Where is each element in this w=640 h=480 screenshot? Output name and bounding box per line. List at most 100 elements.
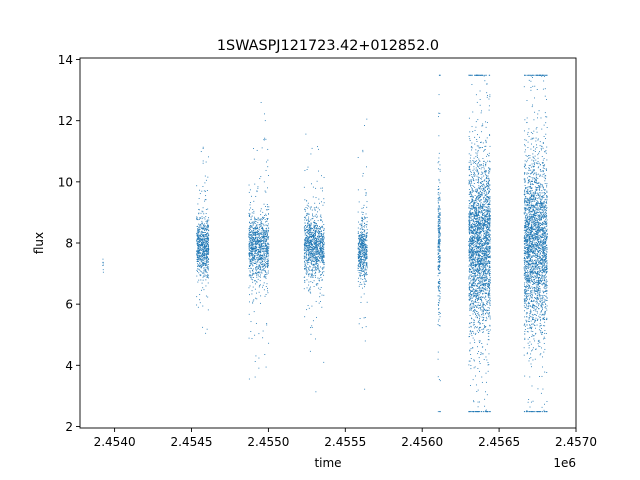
data-point [255,269,257,271]
data-point [470,181,472,183]
data-point [477,239,478,240]
data-point [364,286,365,288]
data-point [198,237,200,239]
data-point [480,217,482,219]
data-point [314,255,316,257]
data-point [251,274,253,276]
data-point [251,244,253,246]
data-point [323,259,325,261]
data-point [487,370,489,372]
data-point [366,249,368,251]
data-point [310,244,312,246]
data-point [250,240,251,242]
data-point [256,231,258,233]
data-point [198,247,200,249]
data-point [483,170,485,172]
data-point [471,204,473,206]
data-point [472,302,474,304]
data-point [255,267,257,269]
data-point [205,190,206,192]
data-point [437,216,439,218]
data-point [478,209,480,211]
data-point [264,238,266,240]
data-point [321,258,323,260]
data-point [262,243,264,244]
data-point [482,203,484,205]
data-point [310,253,312,255]
data-point [477,232,479,233]
data-point [253,299,255,301]
data-point [254,280,255,282]
data-point [207,266,209,268]
data-point [307,223,309,224]
data-point [313,244,315,246]
data-point [203,238,205,240]
data-point [470,296,472,298]
data-point [472,282,474,284]
data-point [249,234,250,236]
data-point [322,221,323,223]
data-point [323,242,325,244]
data-point [489,211,491,213]
data-point [313,227,315,229]
data-point [482,304,484,306]
data-point [483,75,485,77]
data-point [320,216,322,218]
data-point [310,254,312,256]
data-point [264,236,266,238]
data-point [308,226,310,228]
data-point [255,240,257,242]
data-point [309,240,311,241]
data-point [257,261,259,263]
data-point [316,180,318,182]
data-point [251,249,253,251]
data-point [309,289,311,291]
data-point [207,227,209,229]
data-point [266,251,268,253]
data-point [206,328,208,330]
data-point [266,283,268,285]
data-point [361,327,363,329]
data-point [207,244,209,246]
data-point [469,299,471,301]
data-point [316,228,318,230]
data-point [250,260,252,262]
data-point [477,169,478,171]
data-point [248,254,250,256]
data-point [266,250,268,252]
data-point [266,209,268,211]
data-point [200,267,202,269]
data-point [266,255,268,257]
data-point [486,188,488,190]
data-point [360,302,362,303]
data-point [308,218,310,220]
data-point [255,266,257,268]
data-point [439,216,440,218]
data-point [265,257,267,259]
data-point [204,246,206,248]
data-point [268,213,269,215]
data-point [481,353,483,355]
data-point [489,325,491,327]
data-point [252,279,254,281]
data-point [489,230,491,231]
data-point [485,142,487,144]
data-point [322,251,324,253]
data-point [488,254,490,256]
data-point [475,261,477,263]
data-point [199,239,201,241]
data-point [438,231,440,233]
data-point [319,238,321,240]
data-point [487,282,489,284]
data-point [309,225,310,227]
data-point [248,233,250,235]
data-point [482,287,484,289]
data-point [311,269,313,271]
data-point [312,196,314,198]
data-point [260,208,262,210]
data-point [359,228,361,230]
data-point [258,240,260,242]
data-point [198,209,200,211]
data-point [480,249,482,251]
data-point [318,278,320,280]
